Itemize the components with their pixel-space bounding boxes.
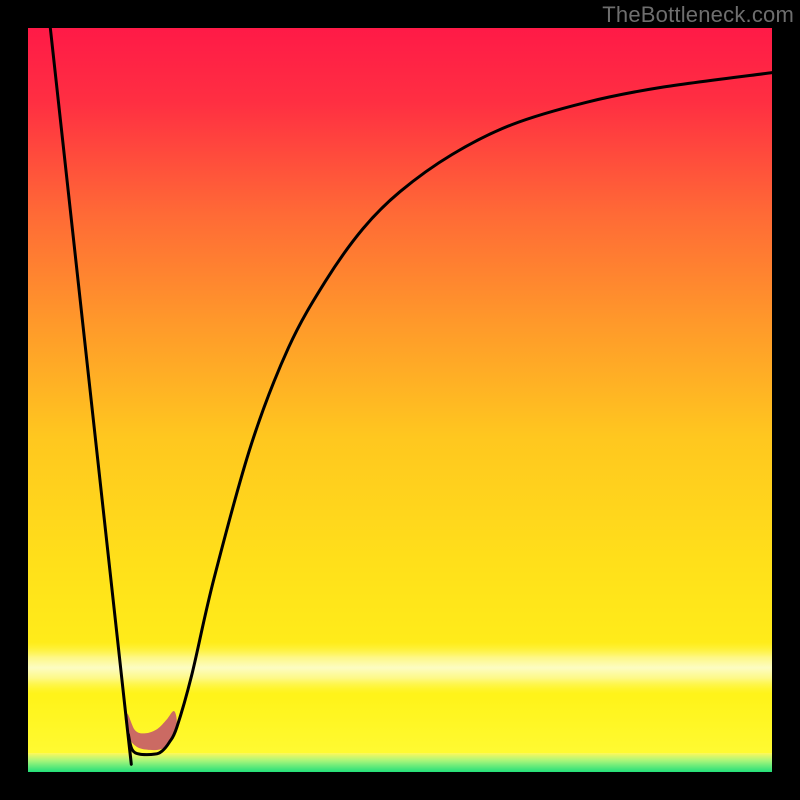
bottleneck-chart	[0, 0, 800, 800]
attribution-label: TheBottleneck.com	[602, 2, 794, 28]
bottom-green-strip	[28, 753, 772, 772]
highlight-band	[28, 642, 772, 694]
bottleneck-chart-container: TheBottleneck.com	[0, 0, 800, 800]
